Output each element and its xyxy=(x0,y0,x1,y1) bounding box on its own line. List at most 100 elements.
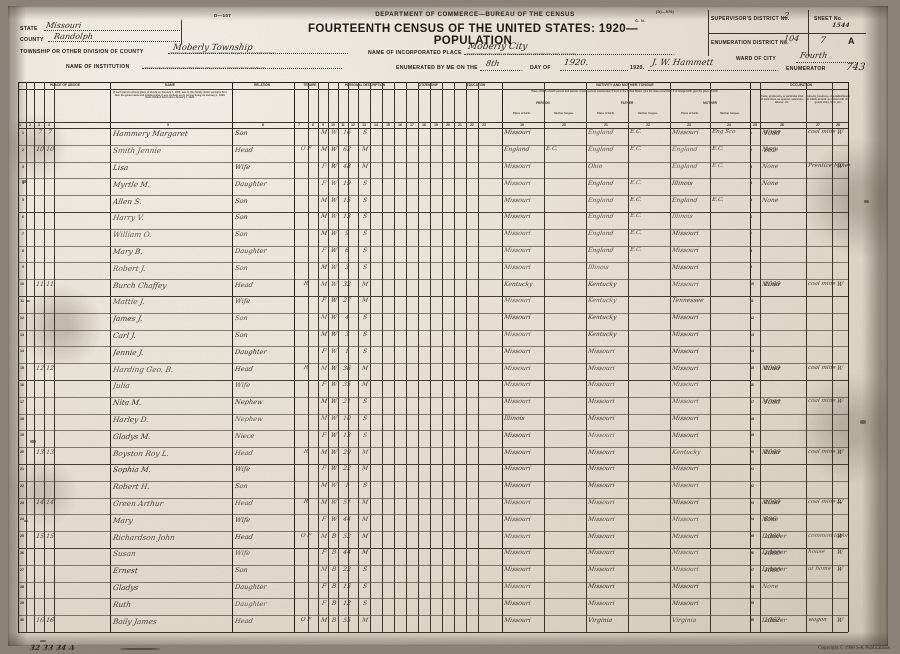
line-number: 11 xyxy=(16,299,24,303)
column-rule xyxy=(382,82,383,632)
nativity-person-label: PERSON xyxy=(502,102,584,105)
line-number: 14 xyxy=(750,349,758,353)
label-enumerator: ENUMERATOR xyxy=(786,66,826,72)
column-number: 19 xyxy=(517,123,527,127)
occupation-trade-header: Trade, profession, or particular kind of… xyxy=(760,96,804,105)
column-number: 4 xyxy=(44,123,54,127)
line-number: 17 xyxy=(750,400,758,404)
column-number: 22 xyxy=(643,123,653,127)
column-number: 8 xyxy=(308,123,318,127)
column-number: 24 xyxy=(724,123,734,127)
name-column-instruction: of each person whose place of abode on J… xyxy=(112,92,228,100)
line-number: 26 xyxy=(750,551,758,555)
farm-schedule-number: 1080 xyxy=(763,398,781,406)
value-sheet-no: 7 xyxy=(819,36,826,46)
line-number: 30 xyxy=(750,618,758,622)
value-enumerator-signature: J. W. Hammett xyxy=(651,58,714,68)
line-number: 2 xyxy=(16,148,24,152)
line-number: 14 xyxy=(16,349,24,353)
farm-schedule-number: 1080 xyxy=(763,364,781,372)
value-enumeration-day: 8th xyxy=(485,59,500,68)
column-rule xyxy=(54,82,55,632)
district-box: SUPERVISOR'S DISTRICT No. 2 ENUMERATION … xyxy=(708,10,866,56)
column-rule xyxy=(502,82,503,632)
scan-artifact xyxy=(26,300,30,302)
farm-schedule-number: 1080 xyxy=(763,532,781,540)
value-enumeration-district: 104 xyxy=(783,34,800,43)
column-rule xyxy=(358,82,359,632)
column-rule xyxy=(406,82,407,632)
label-ward-of-city: WARD OF CITY xyxy=(736,56,776,62)
column-rule xyxy=(478,82,479,632)
line-number: 23 xyxy=(750,501,758,505)
form-number: D—107 xyxy=(214,13,231,18)
line-number: 5 xyxy=(16,198,24,202)
nativity-person-tongue: Mother tongue. xyxy=(544,113,584,116)
line-number: 13 xyxy=(750,333,758,337)
copyright-notice: Copyright © 1998 S-K Publications xyxy=(818,646,890,651)
line-number: 6 xyxy=(750,215,758,219)
label-county: COUNTY xyxy=(20,37,44,43)
group-header-education: EDUCATION xyxy=(454,84,498,87)
nativity-person-birth: Place of birth. xyxy=(502,113,542,116)
group-header-citizenship: CITIZENSHIP xyxy=(404,84,452,87)
form-code: (D)—979) xyxy=(656,10,674,14)
column-number: 3 xyxy=(34,123,44,127)
line-number: 27 xyxy=(16,568,24,572)
column-rule xyxy=(110,82,111,632)
line-number: 3 xyxy=(750,165,758,169)
label-incorporated-place: NAME OF INCORPORATED PLACE xyxy=(368,50,462,56)
group-header-relation: RELATION xyxy=(232,84,292,87)
column-rule xyxy=(430,82,431,632)
line-number: 19 xyxy=(750,433,758,437)
line-number: 29 xyxy=(16,601,24,605)
line-number: 24 xyxy=(16,517,24,521)
column-rule xyxy=(44,82,45,632)
line-number: 21 xyxy=(750,467,758,471)
line-number: 8 xyxy=(750,249,758,253)
column-number: 16 xyxy=(395,123,405,127)
line-number: 16 xyxy=(750,383,758,387)
column-number: 19 xyxy=(431,123,441,127)
place-note: (INSERT NAME OF CITY, TOWN, OR VILLAGE; … xyxy=(466,54,672,56)
column-rule xyxy=(806,82,807,632)
line-number: 21 xyxy=(16,467,24,471)
column-rule xyxy=(308,82,309,632)
column-number: 1 xyxy=(15,123,25,127)
column-number: 15 xyxy=(383,123,393,127)
population-schedule-table: PLACE OF ABODE NAME RELATION TENURE PERS… xyxy=(18,82,848,634)
archival-side-number: 743 xyxy=(845,62,866,73)
line-number: 28 xyxy=(16,585,24,589)
line-number: 7 xyxy=(16,232,24,236)
column-rule xyxy=(442,82,443,632)
label-township: TOWNSHIP OR OTHER DIVISION OF COUNTY xyxy=(20,49,144,55)
column-number: 27 xyxy=(813,123,823,127)
column-number: 11 xyxy=(338,123,348,127)
line-number: 30 xyxy=(16,618,24,622)
line-number: 9 xyxy=(16,265,24,269)
column-number: 7 xyxy=(294,123,304,127)
scan-artifact xyxy=(22,180,27,183)
column-number: 20 xyxy=(443,123,453,127)
scan-artifact xyxy=(864,200,869,203)
column-number: 10 xyxy=(328,123,338,127)
line-number: 1 xyxy=(16,131,24,135)
column-rule xyxy=(418,82,419,632)
nativity-instruction: Place of birth of each person and parent… xyxy=(502,91,748,93)
column-rule xyxy=(760,82,761,632)
nativity-father-birth: Place of birth. xyxy=(586,113,626,116)
column-number: 21 xyxy=(455,123,465,127)
group-header-name: NAME xyxy=(110,84,230,88)
column-rule xyxy=(26,82,27,632)
column-rule xyxy=(34,82,35,632)
line-number: 5 xyxy=(750,198,758,202)
farm-schedule-number: 1080 xyxy=(763,129,781,137)
scan-artifact xyxy=(30,440,36,443)
line-number: 6 xyxy=(16,215,24,219)
group-header-tenure: TENURE xyxy=(294,84,326,87)
line-number: 18 xyxy=(750,417,758,421)
line-number: 28 xyxy=(750,585,758,589)
line-number: 10 xyxy=(750,282,758,286)
line-number: 4 xyxy=(750,181,758,185)
scan-artifact xyxy=(40,640,46,642)
